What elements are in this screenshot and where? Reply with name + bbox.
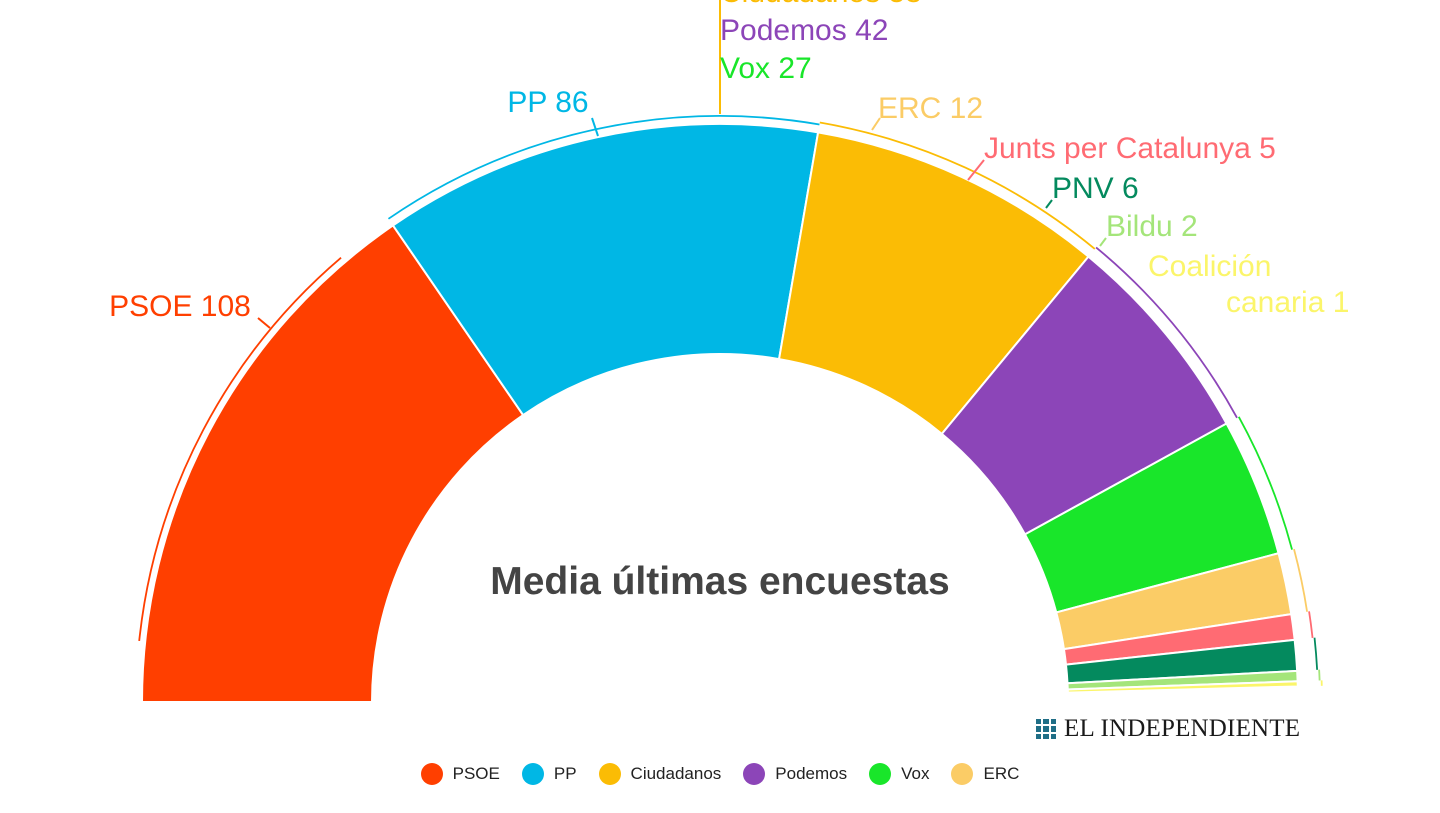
legend: PSOE PP Ciudadanos Podemos Vox ERC: [0, 760, 1440, 788]
legend-item: PP: [522, 763, 577, 785]
leader-pp: [592, 118, 598, 136]
bracket-pnv: [1315, 638, 1318, 670]
legend-item: Vox: [869, 763, 929, 785]
leader-psoe: [258, 318, 270, 328]
legend-swatch-vox: [869, 763, 891, 785]
label-pnv: PNV 6: [1052, 172, 1139, 205]
chart-title: Media últimas encuestas: [490, 560, 950, 603]
legend-swatch-psoe: [421, 763, 443, 785]
legend-item: Ciudadanos: [599, 763, 722, 785]
legend-swatch-ciudadanos: [599, 763, 621, 785]
label-ciudadanos: Ciudadanos 58: [720, 0, 922, 9]
legend-swatch-erc: [951, 763, 973, 785]
brand-logo: EL INDEPENDIENTE: [1036, 713, 1300, 745]
label-podemos: Podemos 42: [720, 14, 888, 47]
legend-swatch-podemos: [743, 763, 765, 785]
label-psoe: PSOE 108: [109, 290, 251, 323]
legend-label: PP: [554, 764, 577, 784]
label-junts-per-catalunya: Junts per Catalunya 5: [984, 132, 1276, 165]
legend-label: Ciudadanos: [631, 764, 722, 784]
label-erc: ERC 12: [878, 92, 983, 125]
legend-label: PSOE: [453, 764, 500, 784]
brand-name: EL INDEPENDIENTE: [1064, 715, 1300, 743]
bracket-erc: [1294, 549, 1307, 612]
legend-item: ERC: [951, 763, 1019, 785]
legend-swatch-pp: [522, 763, 544, 785]
legend-item: Podemos: [743, 763, 847, 785]
legend-label: Vox: [901, 764, 929, 784]
brand-grid-icon: [1036, 719, 1056, 739]
legend-label: Podemos: [775, 764, 847, 784]
legend-item: PSOE: [421, 763, 500, 785]
label-coalici-n-canaria-0: Coalición: [1148, 250, 1271, 283]
label-pp: PP 86: [507, 86, 588, 119]
bracket-junts-per-catalunya: [1309, 611, 1312, 638]
label-bildu: Bildu 2: [1106, 210, 1198, 243]
label-vox: Vox 27: [720, 52, 812, 85]
legend-label: ERC: [983, 764, 1019, 784]
label-coalici-n-canaria-1: canaria 1: [1226, 286, 1349, 319]
